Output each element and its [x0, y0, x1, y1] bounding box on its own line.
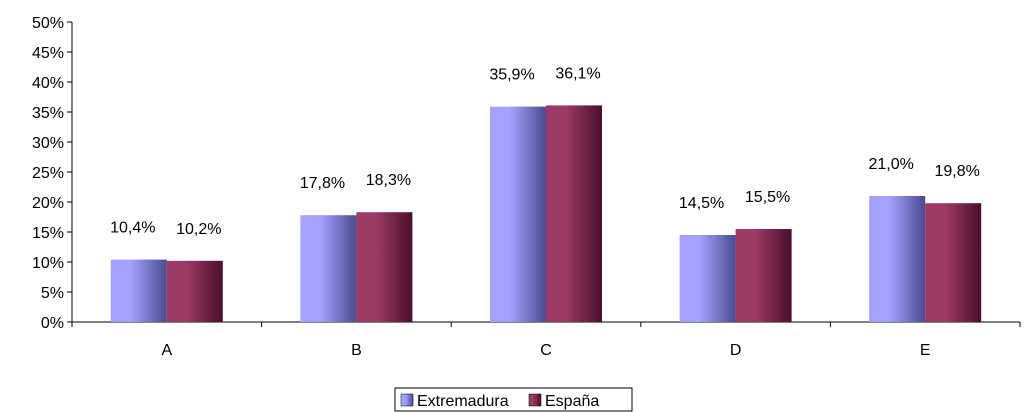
y-tick-label: 20% — [32, 195, 64, 212]
y-tick-label: 15% — [32, 225, 64, 242]
category-label: C — [540, 342, 552, 359]
y-tick-label: 0% — [41, 315, 64, 332]
bar-extremadura-e — [869, 196, 926, 322]
category-label: D — [730, 342, 742, 359]
data-labels: 10,4% 10,2% 17,8% 18,3% 35,9% 36,1% 14,5% 15,5%… — [110, 65, 980, 237]
data-label: 10,2% — [176, 221, 221, 238]
axes: 0% 5% 10% 15% 20% 25% 30% 35% 40% 45% 50% A B C D E — [32, 15, 1021, 359]
y-tick-label: 30% — [32, 135, 64, 152]
data-label: 18,3% — [366, 172, 411, 189]
bar-espa-a-a — [166, 260, 223, 322]
data-label: 19,8% — [935, 163, 980, 180]
bar-extremadura-b — [300, 215, 357, 322]
legend-label: España — [545, 393, 599, 410]
legend-box — [394, 387, 633, 412]
data-label: 21,0% — [869, 156, 914, 173]
y-tick-label: 35% — [32, 105, 64, 122]
bar-espa-a-b — [356, 212, 413, 322]
bars — [110, 105, 982, 323]
bar-espa-a-e — [925, 203, 982, 322]
bar-espa-a-d — [735, 229, 792, 322]
y-tick-label: 50% — [32, 15, 64, 32]
legend-label: Extremadura — [417, 393, 509, 410]
bar-espa-a-c — [546, 105, 602, 323]
bar-extremadura-a — [110, 259, 167, 322]
data-label: 15,5% — [745, 189, 790, 206]
legend: Extremadura España — [394, 387, 633, 412]
data-label: 36,1% — [555, 65, 600, 82]
y-tick-label: 5% — [41, 285, 64, 302]
data-label: 17,8% — [300, 175, 345, 192]
y-tick-label: 10% — [32, 255, 64, 272]
bar-extremadura-c — [490, 106, 546, 322]
legend-swatch — [528, 393, 542, 407]
data-label: 14,5% — [679, 195, 724, 212]
data-label: 10,4% — [110, 220, 155, 237]
bar-extremadura-d — [679, 235, 736, 322]
category-label: E — [920, 342, 931, 359]
data-label: 35,9% — [489, 67, 534, 84]
category-label: B — [351, 342, 362, 359]
y-tick-label: 45% — [32, 45, 64, 62]
y-tick-label: 40% — [32, 75, 64, 92]
legend-swatch — [400, 393, 414, 407]
category-label: A — [161, 342, 172, 359]
y-tick-label: 25% — [32, 165, 64, 182]
